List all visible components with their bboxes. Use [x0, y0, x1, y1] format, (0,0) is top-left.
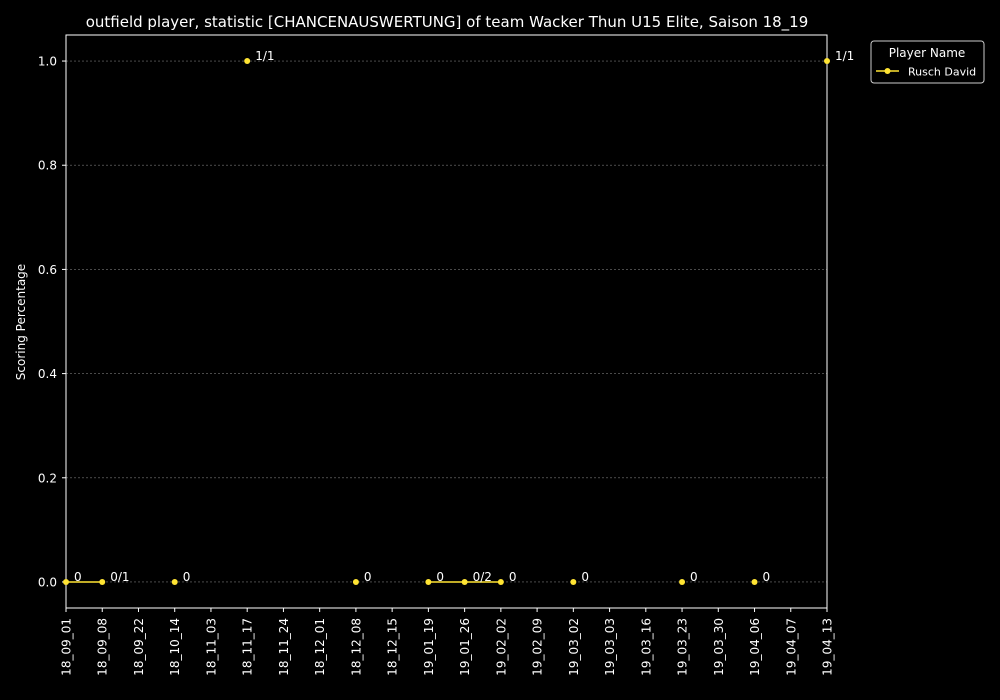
data-label: 0: [581, 570, 589, 584]
data-point: [570, 578, 577, 585]
x-tick-label: 19_03_30: [712, 618, 726, 676]
data-label: 0/2: [473, 570, 492, 584]
data-label: 0: [436, 570, 444, 584]
y-tick-label: 1.0: [38, 55, 57, 69]
data-label: 0: [183, 570, 191, 584]
data-label: 0: [509, 570, 517, 584]
data-point: [63, 578, 69, 585]
data-point: [824, 58, 830, 65]
x-tick-label: 18_09_22: [132, 618, 146, 676]
data-point: [425, 578, 432, 585]
data-label: 1/1: [835, 49, 854, 63]
x-tick-label: 18_12_15: [386, 618, 400, 676]
x-tick-label: 19_02_02: [494, 618, 508, 676]
x-tick-label: 19_04_06: [748, 618, 762, 676]
data-point: [679, 578, 686, 585]
data-label: 0: [763, 570, 771, 584]
x-tick-label: 19_02_09: [531, 618, 545, 676]
y-axis: 0.0 0.2 0.4 0.6 0.8 1.0: [38, 55, 66, 589]
x-tick-label: 19_01_26: [458, 618, 472, 676]
y-tick-label: 0.6: [38, 263, 57, 277]
legend-entry-label: Rusch David: [908, 66, 976, 79]
data-label: 0/1: [110, 570, 129, 584]
grid: [66, 60, 827, 583]
chart-title: outfield player, statistic [CHANCENAUSWE…: [86, 13, 809, 32]
x-tick-label: 18_09_01: [60, 618, 74, 676]
data-label: 0: [364, 570, 372, 584]
data-label: 0: [74, 570, 82, 584]
x-tick-label: 19_03_02: [567, 618, 581, 676]
x-tick-label: 18_11_17: [241, 618, 255, 676]
x-tick-label: 18_10_14: [168, 618, 182, 676]
data-point: [352, 578, 359, 585]
x-tick-label: 19_04_13: [821, 618, 835, 676]
x-tick-label: 18_12_01: [313, 618, 327, 676]
data-point: [99, 578, 106, 585]
data-label: 0: [690, 570, 698, 584]
legend: Player Name Rusch David: [870, 40, 985, 84]
x-tick-label: 18_09_08: [96, 618, 110, 676]
x-tick-label: 18_11_03: [204, 618, 218, 676]
y-tick-label: 0.2: [38, 471, 57, 485]
legend-title: Player Name: [889, 46, 966, 60]
x-tick-label: 19_03_16: [639, 618, 653, 676]
data-point: [244, 58, 251, 65]
data-point: [497, 578, 504, 585]
y-tick-label: 0.4: [38, 367, 57, 381]
series-points: [63, 58, 830, 585]
data-labels: 0 0/1 0 1/1 0 0 0/2 0 0 0 0 1/1: [74, 49, 854, 584]
data-point: [461, 578, 468, 585]
y-tick-label: 0.0: [38, 575, 57, 589]
x-axis: 18_09_01 18_09_08 18_09_22 18_10_14 18_11_03…: [60, 608, 835, 676]
y-axis-label: Scoring Percentage: [14, 264, 28, 380]
legend-marker: [884, 68, 891, 74]
x-tick-label: 18_12_08: [349, 618, 363, 676]
data-point: [171, 578, 178, 585]
x-tick-label: 19_04_07: [784, 618, 798, 676]
plot-area: [65, 34, 828, 609]
data-label: 1/1: [255, 49, 274, 63]
x-tick-label: 19_03_03: [603, 618, 617, 676]
x-tick-label: 18_11_24: [277, 618, 291, 676]
legend-box: [870, 40, 985, 84]
y-tick-label: 0.8: [38, 159, 57, 173]
data-point: [751, 578, 758, 585]
x-tick-label: 19_01_19: [422, 618, 436, 676]
x-tick-label: 19_03_23: [676, 618, 690, 676]
